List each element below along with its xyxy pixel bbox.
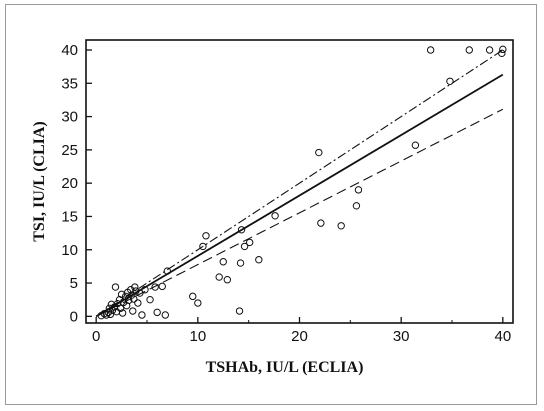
y-axis-ticks: 0 5 10 15 20 25 30 35 40: [61, 42, 92, 325]
x-tick-label: 0: [92, 328, 100, 345]
fit-lines: [95, 49, 504, 318]
data-point: [141, 286, 149, 294]
data-point: [111, 283, 120, 291]
data-point: [245, 238, 254, 247]
data-point: [128, 291, 136, 299]
data-point: [354, 186, 363, 194]
data-point: [215, 273, 223, 281]
data-point: [104, 308, 113, 317]
data-point: [151, 283, 159, 291]
y-tick-label: 35: [61, 75, 78, 92]
data-point: [116, 304, 125, 313]
data-point: [240, 242, 249, 251]
line-dashed: [95, 108, 504, 317]
data-point: [106, 310, 115, 319]
y-axis-title: TSI, IU/L (CLIA): [31, 121, 48, 241]
data-point: [199, 242, 207, 251]
y-tick-label: 10: [61, 242, 78, 259]
y-tick-label: 0: [70, 308, 78, 325]
data-point: [485, 46, 494, 54]
data-point: [129, 307, 137, 315]
data-point: [163, 267, 172, 275]
data-point: [189, 292, 197, 301]
data-point: [498, 49, 506, 58]
x-tick-label: 30: [393, 328, 410, 345]
data-point: [194, 299, 202, 307]
data-point: [337, 222, 345, 230]
data-point: [235, 307, 244, 315]
data-point: [352, 202, 361, 210]
data-point: [236, 259, 245, 267]
x-axis-title: TSHAb, IU/L (ECLIA): [206, 359, 364, 376]
y-tick-label: 40: [61, 42, 78, 59]
data-point: [219, 258, 227, 266]
data-point: [315, 148, 323, 157]
data-points: [97, 45, 507, 320]
y-tick-label: 25: [61, 142, 78, 159]
data-point: [499, 45, 507, 54]
data-point: [158, 282, 166, 291]
data-point: [130, 295, 138, 303]
data-point: [411, 141, 420, 149]
x-tick-label: 10: [189, 328, 206, 345]
y-tick-label: 5: [70, 275, 78, 292]
data-point: [132, 287, 140, 295]
line-dash-dot: [95, 49, 504, 317]
data-point: [146, 295, 154, 304]
data-point: [426, 46, 435, 54]
x-tick-label: 40: [494, 328, 511, 345]
data-point: [202, 232, 210, 240]
data-point: [317, 219, 325, 227]
data-point: [118, 309, 127, 317]
data-point: [465, 46, 473, 54]
data-point: [138, 311, 146, 319]
y-tick-label: 20: [61, 175, 78, 192]
data-point: [255, 256, 263, 264]
x-tick-label: 20: [291, 328, 308, 345]
y-tick-label: 30: [61, 109, 78, 126]
data-point: [125, 296, 133, 305]
data-point: [271, 212, 279, 220]
data-point: [223, 276, 232, 284]
line-solid: [95, 73, 504, 318]
data-point: [237, 226, 246, 234]
data-point: [153, 308, 161, 317]
data-point: [134, 299, 142, 307]
data-point: [136, 289, 144, 297]
data-point: [161, 311, 170, 319]
data-point: [131, 283, 139, 291]
figure-frame: [5, 4, 537, 405]
data-point: [446, 77, 454, 85]
x-axis-ticks: 0 10 20 30 40: [92, 317, 511, 345]
y-tick-label: 15: [61, 208, 78, 225]
